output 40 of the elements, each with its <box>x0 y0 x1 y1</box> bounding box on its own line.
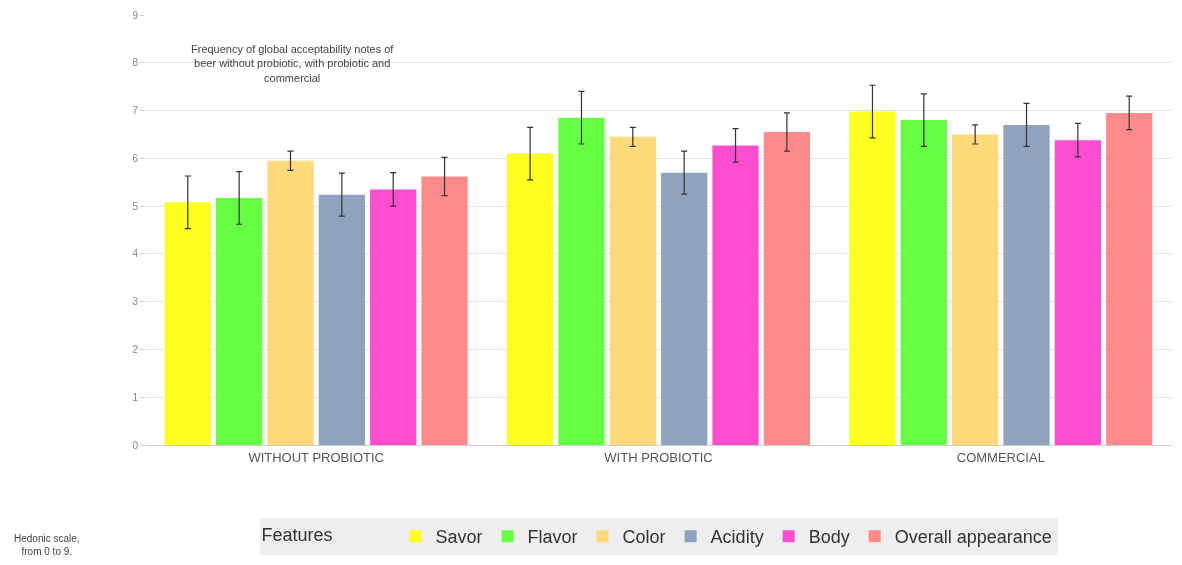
legend-label: Body <box>808 527 850 548</box>
bar <box>164 202 211 445</box>
bar <box>1054 140 1101 445</box>
bar <box>952 134 999 445</box>
bar <box>609 136 656 445</box>
x-tick-label: WITH PROBIOTIC <box>604 449 713 465</box>
legend-label: Savor <box>435 527 483 548</box>
bar <box>712 145 759 445</box>
bar <box>507 153 554 445</box>
legend-label: Overall appearance <box>894 527 1052 548</box>
y-tick-label: 9 <box>132 9 139 21</box>
legend-label: Flavor <box>527 527 578 548</box>
x-tick-label: COMMERCIAL <box>956 449 1045 465</box>
y-tick-label: 4 <box>132 248 139 260</box>
bar <box>216 197 263 445</box>
bar <box>421 176 468 445</box>
y-tick-label: 6 <box>132 152 139 164</box>
text: Frequency of global acceptability notes of beer without probiotic, with probiotic and commercial <box>191 43 395 84</box>
y-tick-label: 5 <box>132 200 139 212</box>
y-tick-label: 0 <box>132 439 139 451</box>
bar <box>318 194 365 445</box>
bar <box>849 111 896 445</box>
bar <box>1003 124 1050 445</box>
bar <box>558 117 605 445</box>
bar <box>661 172 708 445</box>
x-tick-label: WITHOUT PROBIOTIC <box>248 449 384 465</box>
bar <box>763 132 810 445</box>
text: Hedonic scale, from 0 to 9. <box>14 533 80 557</box>
y-tick-label: 7 <box>132 105 139 117</box>
bar <box>900 120 947 445</box>
y-tick-label: 8 <box>132 57 139 69</box>
y-tick-label: 1 <box>132 391 139 403</box>
bar <box>1106 112 1153 445</box>
y-tick-label: 3 <box>132 296 139 308</box>
legend-title: Features <box>261 525 388 546</box>
legend-label: Acidity <box>710 527 764 548</box>
y-tick-label: 2 <box>132 343 139 355</box>
bar <box>267 160 314 445</box>
legend-label: Color <box>622 527 666 548</box>
bar <box>370 189 417 445</box>
